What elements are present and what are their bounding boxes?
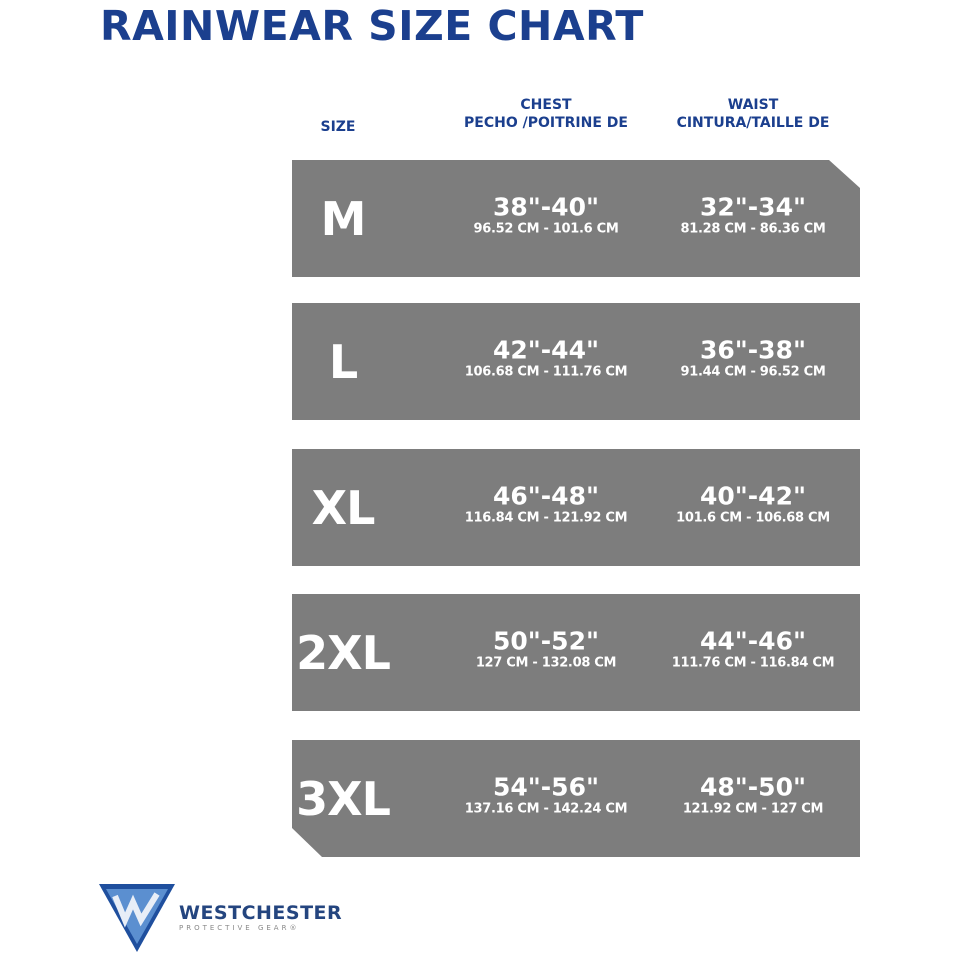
shield-w-icon xyxy=(99,884,175,952)
waist-cell: 40"-42" 101.6 CM - 106.68 CM xyxy=(643,480,863,526)
brand-name: WESTCHESTER xyxy=(179,902,343,924)
header-waist-line1: WAIST xyxy=(727,97,779,113)
chest-cm: 106.68 CM - 111.76 CM xyxy=(464,363,628,379)
chest-inches: 54"-56" xyxy=(492,771,599,801)
waist-inches: 44"-46" xyxy=(699,625,806,655)
waist-cm: 91.44 CM - 96.52 CM xyxy=(680,363,826,379)
chest-cell: 46"-48" 116.84 CM - 121.92 CM xyxy=(436,480,656,526)
waist-inches: 32"-34" xyxy=(699,191,806,221)
header-chest-line1: CHEST xyxy=(520,97,572,113)
chest-inches: 42"-44" xyxy=(492,334,599,364)
header-size: SIZE xyxy=(320,119,356,135)
waist-cell: 44"-46" 111.76 CM - 116.84 CM xyxy=(643,625,863,671)
size-label: L xyxy=(328,334,358,389)
size-label: XL xyxy=(311,480,376,535)
chest-cell: 50"-52" 127 CM - 132.08 CM xyxy=(436,625,656,671)
size-row-3xl: 3XL 54"-56" 137.16 CM - 142.24 CM 48"-50"… xyxy=(292,740,860,857)
size-label: 2XL xyxy=(296,625,391,680)
page-title: RAINWEAR SIZE CHART xyxy=(100,2,644,50)
waist-cell: 32"-34" 81.28 CM - 86.36 CM xyxy=(643,191,860,237)
size-row-2xl: 2XL 50"-52" 127 CM - 132.08 CM 44"-46" 111… xyxy=(292,594,860,711)
chest-cell: 42"-44" 106.68 CM - 111.76 CM xyxy=(436,334,656,380)
chest-cm: 96.52 CM - 101.6 CM xyxy=(473,220,619,236)
chest-cell: 54"-56" 137.16 CM - 142.24 CM xyxy=(436,771,656,817)
waist-cell: 36"-38" 91.44 CM - 96.52 CM xyxy=(643,334,863,380)
header-chest-line2: PECHO /POITRINE DE xyxy=(464,115,628,131)
waist-cm: 111.76 CM - 116.84 CM xyxy=(671,654,835,670)
size-label: M xyxy=(320,191,367,246)
brand-tagline: PROTECTIVE GEAR® xyxy=(179,924,300,932)
chest-inches: 50"-52" xyxy=(492,625,599,655)
chest-inches: 38"-40" xyxy=(492,191,599,221)
westchester-logo: WESTCHESTER PROTECTIVE GEAR® xyxy=(97,880,342,954)
waist-inches: 40"-42" xyxy=(699,480,806,510)
chest-cm: 116.84 CM - 121.92 CM xyxy=(464,509,628,525)
waist-cm: 121.92 CM - 127 CM xyxy=(682,800,824,816)
size-row-m: M 38"-40" 96.52 CM - 101.6 CM 32"-34" 81.2… xyxy=(292,160,860,277)
size-row-xl: XL 46"-48" 116.84 CM - 121.92 CM 40"-42" 1… xyxy=(292,449,860,566)
chest-cm: 137.16 CM - 142.24 CM xyxy=(464,800,628,816)
chest-inches: 46"-48" xyxy=(492,480,599,510)
waist-cm: 81.28 CM - 86.36 CM xyxy=(680,220,826,236)
size-label: 3XL xyxy=(296,771,391,826)
header-waist: WAIST CINTURA/TAILLE DE xyxy=(643,96,863,132)
header-chest: CHEST PECHO /POITRINE DE xyxy=(436,96,656,132)
waist-inches: 36"-38" xyxy=(699,334,806,364)
size-row-l: L 42"-44" 106.68 CM - 111.76 CM 36"-38" 91… xyxy=(292,303,860,420)
header-waist-line2: CINTURA/TAILLE DE xyxy=(676,115,830,131)
waist-inches: 48"-50" xyxy=(699,771,806,801)
chest-cell: 38"-40" 96.52 CM - 101.6 CM xyxy=(436,191,656,237)
chest-cm: 127 CM - 132.08 CM xyxy=(475,654,617,670)
waist-cm: 101.6 CM - 106.68 CM xyxy=(676,509,830,525)
waist-cell: 48"-50" 121.92 CM - 127 CM xyxy=(643,771,860,817)
